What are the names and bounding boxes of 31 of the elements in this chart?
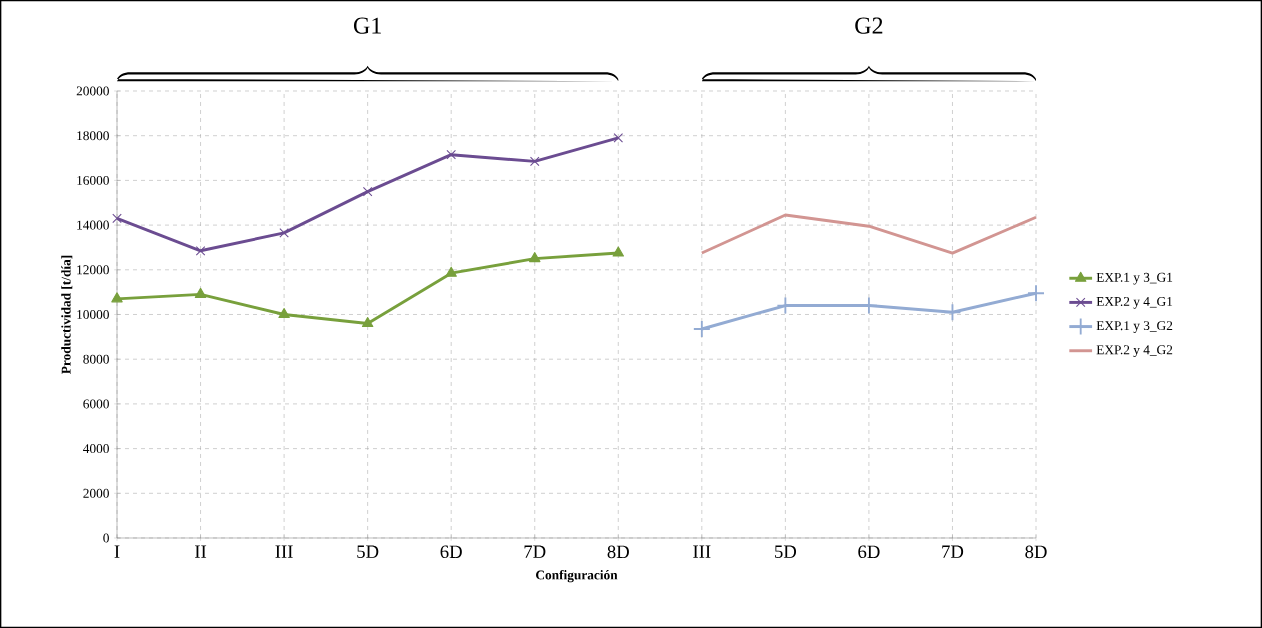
- x-tick-label: 8D: [607, 545, 629, 559]
- x-tick-label: 6D: [440, 545, 462, 559]
- x-tick-label: II: [195, 545, 207, 558]
- x-tick-label: I: [114, 545, 120, 558]
- x-tick-label: 5D: [775, 545, 797, 558]
- y-axis-title: Productividad [t/día]: [61, 255, 73, 374]
- legend-label: EXP.2 y 4_G1: [1096, 297, 1173, 309]
- legend-label: EXP.2 y 4_G2: [1096, 345, 1173, 358]
- legend-label: EXP.1 y 3_G2: [1096, 321, 1173, 333]
- y-tick-label: 6000: [83, 399, 109, 409]
- y-tick-label: 2000: [83, 488, 109, 498]
- legend-label: EXP.1 y 3_G1: [1096, 272, 1173, 285]
- y-tick-label: 4000: [83, 444, 109, 454]
- x-tick-label: 5D: [357, 545, 379, 558]
- y-tick-label: 20000: [76, 86, 109, 96]
- y-tick-label: 14000: [77, 220, 109, 230]
- y-tick-label: 10000: [77, 310, 109, 319]
- x-tick-label: 6D: [858, 545, 880, 559]
- y-tick-label: 8000: [83, 354, 109, 364]
- y-tick-label: 16000: [77, 175, 109, 185]
- x-tick-label: 8D: [1025, 545, 1047, 559]
- y-tick-label: 0: [103, 533, 109, 543]
- x-tick-label: III: [693, 545, 711, 558]
- y-tick-label: 18000: [77, 131, 109, 141]
- x-axis-title: Configuración: [536, 569, 618, 583]
- y-tick-label: 12000: [77, 265, 109, 275]
- text: G2: [855, 17, 883, 34]
- x-tick-label: 7D: [524, 545, 546, 558]
- x-tick-label: 7D: [942, 545, 964, 558]
- x-tick-label: III: [275, 545, 293, 558]
- text: G1: [353, 17, 381, 34]
